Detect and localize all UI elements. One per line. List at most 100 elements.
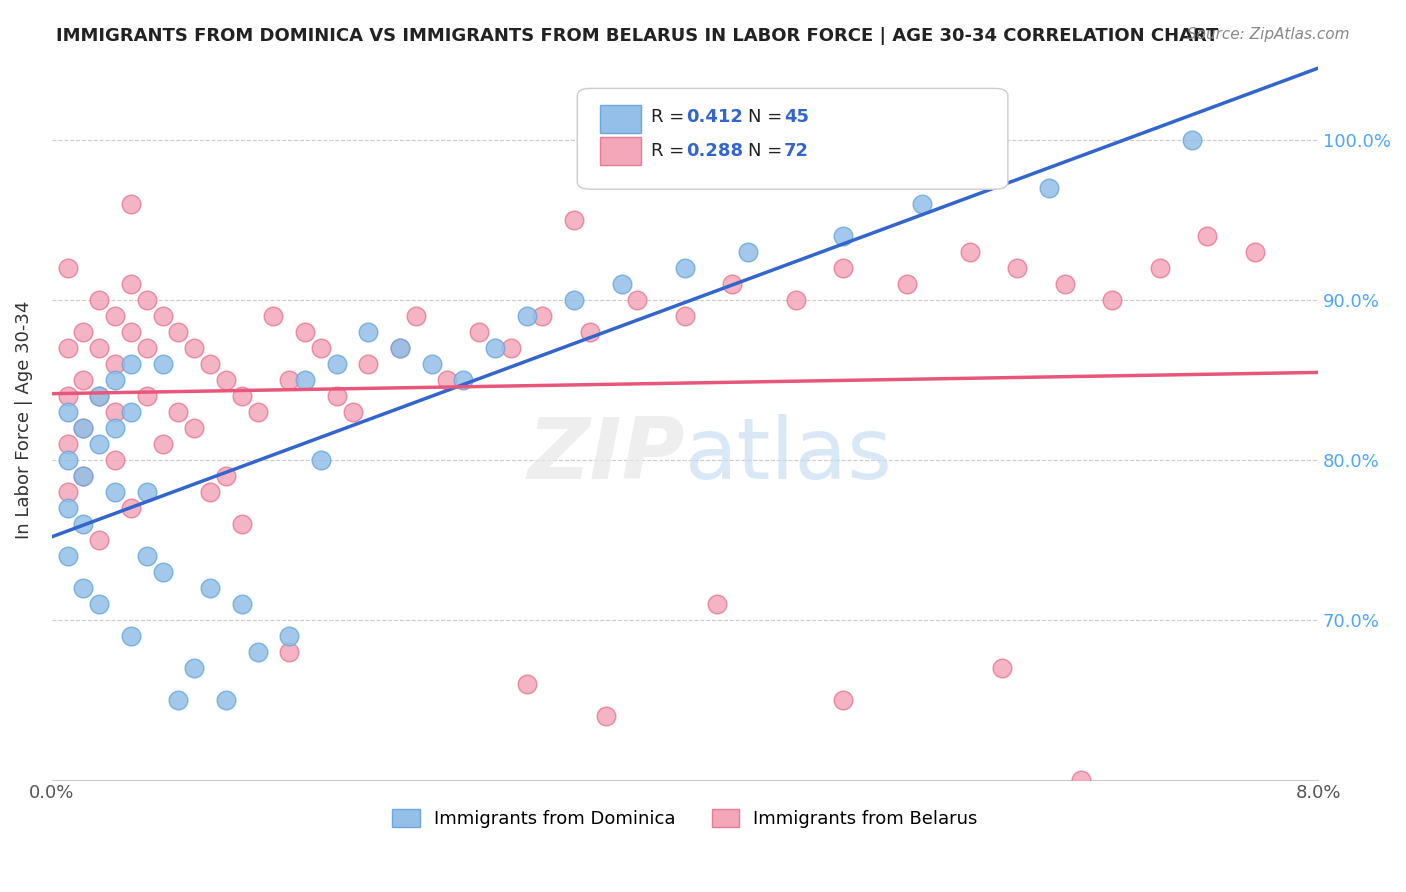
Point (246, 404, 269, 418)
Point (120, 325, 142, 339)
Point (959, 244, 981, 259)
Point (215, 692, 238, 706)
Text: R =: R = (651, 108, 690, 126)
Point (579, 325, 602, 339)
Point (595, 708, 617, 723)
Point (737, 244, 759, 259)
Point (531, 309, 554, 323)
Point (231, 597, 253, 611)
Point (152, 436, 174, 450)
Point (104, 357, 127, 371)
Point (120, 277, 142, 291)
Point (562, 293, 585, 307)
Point (135, 484, 157, 499)
Point (1070, 772, 1092, 787)
Point (56, 404, 79, 418)
Point (72, 581, 94, 595)
Point (183, 420, 205, 434)
Point (1038, 180, 1060, 194)
Point (152, 309, 174, 323)
Point (325, 389, 347, 403)
Point (785, 293, 807, 307)
Point (911, 196, 934, 211)
Point (1101, 293, 1123, 307)
Point (562, 212, 585, 227)
Point (436, 373, 458, 387)
Point (104, 484, 127, 499)
Point (135, 293, 157, 307)
Point (278, 629, 301, 643)
Point (721, 277, 744, 291)
Point (72, 468, 94, 483)
Point (1007, 260, 1029, 275)
Point (990, 660, 1012, 674)
Point (56, 484, 79, 499)
Point (309, 341, 332, 355)
Point (516, 676, 538, 690)
Point (72, 420, 94, 434)
Text: N =: N = (748, 142, 789, 160)
Point (673, 260, 696, 275)
Point (120, 629, 142, 643)
Point (72, 468, 94, 483)
Text: ZIP: ZIP (527, 414, 685, 497)
Point (1180, 133, 1202, 147)
FancyBboxPatch shape (578, 88, 1008, 189)
Point (135, 549, 157, 563)
Point (120, 500, 142, 515)
Point (89, 597, 111, 611)
Point (152, 565, 174, 579)
Point (278, 645, 301, 659)
Point (294, 325, 316, 339)
FancyBboxPatch shape (600, 137, 641, 165)
Point (325, 357, 347, 371)
Text: 0.288: 0.288 (686, 142, 744, 160)
Point (104, 309, 127, 323)
Point (56, 500, 79, 515)
Point (626, 293, 648, 307)
Point (231, 516, 253, 531)
Point (120, 404, 142, 418)
Point (56, 436, 79, 450)
Point (152, 357, 174, 371)
Point (89, 533, 111, 547)
Point (198, 484, 221, 499)
Legend: Immigrants from Dominica, Immigrants from Belarus: Immigrants from Dominica, Immigrants fro… (385, 802, 984, 836)
Text: 45: 45 (783, 108, 808, 126)
Point (120, 357, 142, 371)
Point (215, 373, 238, 387)
Point (610, 277, 633, 291)
Point (104, 452, 127, 467)
FancyBboxPatch shape (600, 105, 641, 133)
Y-axis label: In Labor Force | Age 30-34: In Labor Force | Age 30-34 (15, 301, 32, 539)
Point (215, 468, 238, 483)
Point (89, 389, 111, 403)
Point (405, 309, 427, 323)
Point (135, 389, 157, 403)
Point (388, 341, 411, 355)
Point (56, 341, 79, 355)
Point (56, 549, 79, 563)
Point (246, 645, 269, 659)
Point (1197, 228, 1219, 243)
Point (89, 389, 111, 403)
Point (104, 373, 127, 387)
Point (294, 373, 316, 387)
Point (468, 325, 491, 339)
Text: IMMIGRANTS FROM DOMINICA VS IMMIGRANTS FROM BELARUS IN LABOR FORCE | AGE 30-34 C: IMMIGRANTS FROM DOMINICA VS IMMIGRANTS F… (56, 27, 1219, 45)
Point (72, 420, 94, 434)
Point (56, 452, 79, 467)
Point (89, 293, 111, 307)
Point (832, 692, 855, 706)
Point (309, 452, 332, 467)
Point (453, 373, 475, 387)
Point (167, 692, 190, 706)
Text: 0.412: 0.412 (686, 108, 744, 126)
Point (89, 436, 111, 450)
Point (357, 325, 380, 339)
Point (104, 404, 127, 418)
Point (167, 404, 190, 418)
Point (516, 309, 538, 323)
Text: Source: ZipAtlas.com: Source: ZipAtlas.com (1187, 27, 1350, 42)
Point (72, 516, 94, 531)
